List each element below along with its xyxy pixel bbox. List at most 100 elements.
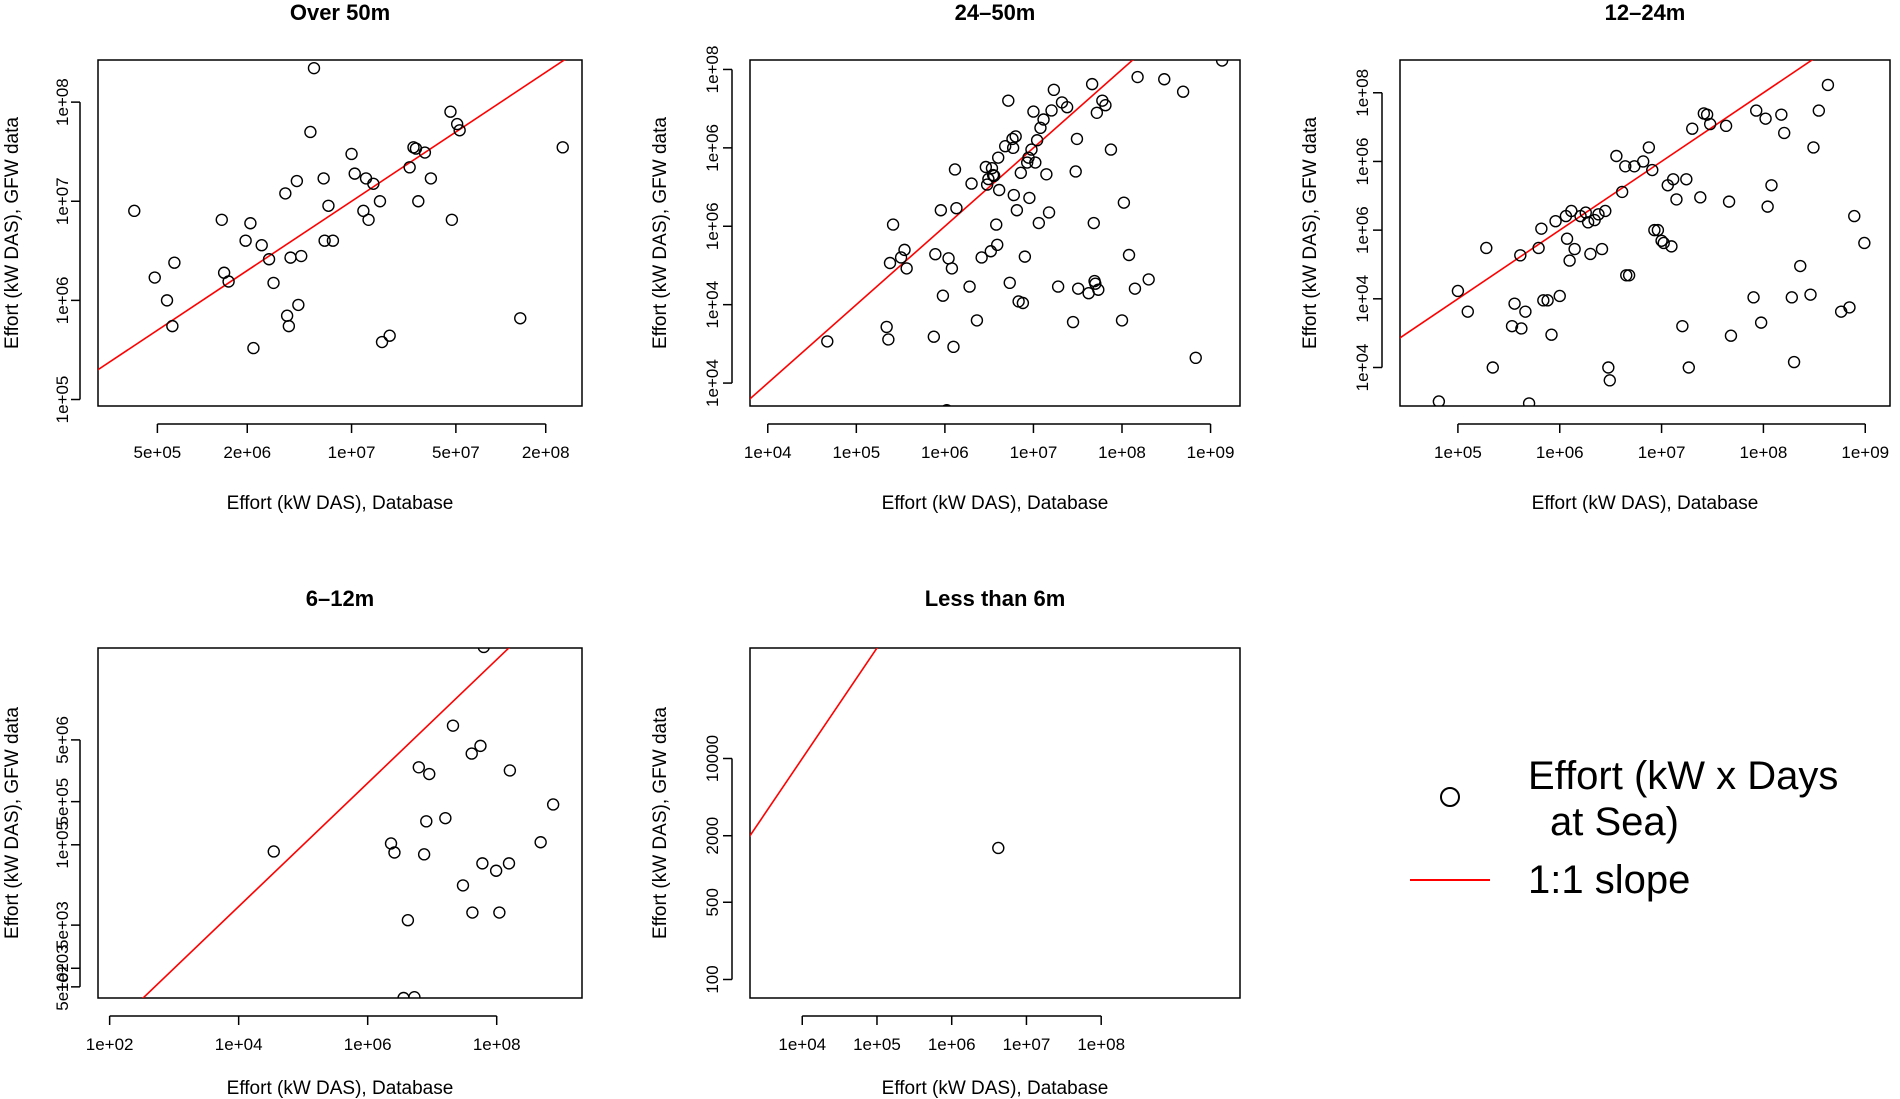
x-axis-label: Effort (kW DAS), Database [227, 1078, 454, 1099]
x-tick-label: 1e+07 [328, 443, 376, 462]
y-tick-label: 1e+05 [53, 376, 72, 424]
data-point [326, 234, 340, 247]
legend: Effort (kW x Days at Sea) 1:1 slope [1410, 754, 1838, 902]
data-point [247, 341, 260, 355]
data-point [1018, 250, 1032, 263]
data-point [1514, 249, 1527, 262]
data-point [444, 105, 457, 118]
data-point [375, 335, 389, 349]
data-point [927, 330, 941, 343]
plot-area [750, 60, 1229, 406]
data-point [1508, 297, 1521, 310]
data-point [1610, 149, 1623, 163]
y-axis-label: Effort (kW DAS), GFW data [2, 117, 23, 349]
data-point [534, 836, 547, 849]
panel-title: 12–24m [1605, 0, 1686, 25]
data-point [1089, 277, 1102, 290]
data-point [1090, 106, 1104, 119]
data-point [1047, 83, 1061, 97]
data-point [1722, 195, 1736, 208]
data-point [1034, 121, 1047, 135]
data-point [1009, 130, 1022, 143]
data-point [990, 218, 1003, 231]
data-point [1480, 241, 1493, 255]
data-point [401, 914, 415, 927]
x-tick-label: 5e+07 [432, 443, 480, 462]
data-point [367, 177, 380, 190]
data-point [446, 719, 460, 732]
data-point [1592, 208, 1605, 221]
x-tick-label: 1e+07 [1638, 443, 1686, 462]
data-point [477, 648, 490, 654]
data-point [408, 991, 421, 998]
data-point [1092, 283, 1105, 296]
x-tick-label: 1e+07 [1010, 443, 1058, 462]
x-tick-label: 2e+06 [223, 443, 271, 462]
data-point [222, 275, 235, 288]
plot-frame [749, 59, 1241, 407]
data-point [992, 151, 1005, 164]
plot-area [750, 648, 1005, 855]
data-point [929, 248, 942, 261]
data-point [215, 213, 228, 226]
data-point [1747, 291, 1760, 304]
data-point [318, 234, 331, 247]
data-point [942, 252, 955, 265]
data-point [942, 404, 952, 406]
data-point [439, 811, 452, 825]
data-point [445, 213, 459, 226]
data-point [304, 125, 317, 139]
data-point [1060, 101, 1074, 114]
data-point [1549, 214, 1562, 228]
plot-frame [749, 647, 1241, 999]
data-point [985, 162, 999, 175]
data-point [886, 218, 900, 231]
data-point [1680, 173, 1693, 186]
data-point [1807, 141, 1820, 154]
data-point [1451, 284, 1465, 298]
data-point [420, 815, 433, 828]
x-tick-label: 1e+02 [86, 1035, 134, 1054]
data-point [1724, 329, 1738, 342]
x-tick-label: 1e+04 [744, 443, 792, 462]
data-point [1104, 143, 1118, 156]
x-tick-label: 1e+04 [778, 1035, 826, 1054]
data-point [1030, 134, 1044, 147]
data-point [1432, 395, 1446, 406]
data-point [1584, 247, 1597, 261]
plot-area [1400, 60, 1871, 406]
data-point [359, 172, 373, 185]
x-axis-label: Effort (kW DAS), Database [227, 493, 454, 514]
data-point [945, 262, 959, 275]
legend-points-label-line1: Effort (kW x Days [1528, 754, 1838, 798]
y-tick-label: 1e+06 [1353, 138, 1372, 186]
data-point [348, 167, 361, 180]
y-axis: 1e+05 1e+06 1e+07 1e+08 [53, 78, 81, 424]
legend-point-marker [1440, 787, 1460, 807]
y-tick-label: 1e+05 [53, 821, 72, 869]
data-point [1115, 314, 1129, 327]
legend-line-label: 1:1 slope [1528, 858, 1690, 902]
data-point [160, 294, 174, 307]
plot-marks [750, 648, 1005, 855]
data-point [489, 864, 503, 877]
data-point [239, 234, 252, 247]
data-point [1553, 289, 1566, 303]
x-tick-label: 1e+09 [1841, 443, 1889, 462]
data-point [424, 172, 438, 185]
data-point [882, 333, 895, 346]
data-point [373, 195, 387, 208]
data-point [1085, 77, 1099, 91]
data-point [992, 841, 1005, 855]
data-point [999, 139, 1012, 153]
data-point [984, 245, 998, 258]
data-point [1006, 132, 1019, 146]
y-tick-label: 5e+03 [53, 901, 72, 949]
plot-frame [97, 647, 583, 999]
y-tick-label: 1e+04 [703, 359, 722, 407]
data-point [1045, 104, 1058, 117]
data-point [1563, 254, 1576, 267]
data-point [1686, 122, 1699, 135]
data-point [1812, 104, 1826, 117]
data-point [1778, 126, 1791, 140]
